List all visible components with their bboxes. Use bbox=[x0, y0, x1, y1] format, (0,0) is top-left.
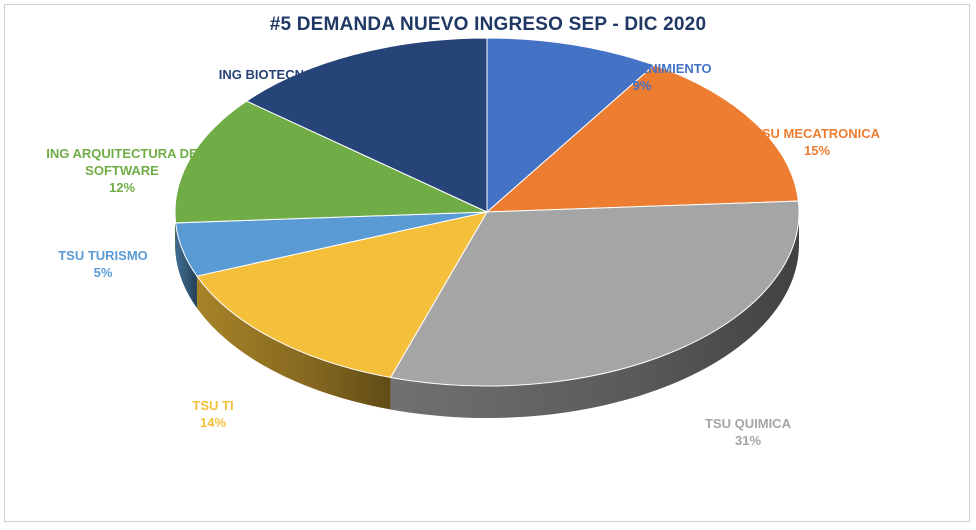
chart-title: #5 DEMANDA NUEVO INGRESO SEP - DIC 2020 bbox=[269, 14, 707, 35]
data-label-tsu-mecatronica: TSU MECATRONICA 15% bbox=[754, 126, 881, 158]
data-label-tsu-quimica: TSU QUIMICA 31% bbox=[705, 416, 792, 448]
pie-slice-tsu-quimica bbox=[389, 200, 800, 387]
pie-slice-tsu-ti bbox=[196, 211, 489, 379]
data-label-tsu-ti: TSU TI 14% bbox=[192, 398, 233, 430]
pie-slice-ing-biotecnologia bbox=[245, 37, 488, 213]
pie-side-shade-tsu-turismo bbox=[175, 222, 197, 309]
pie-labels: TSU MANTENIMIENTO 9% TSU MECATRONICA 15% TSU… bbox=[46, 61, 880, 448]
data-label-tsu-mantenimiento: TSU MANTENIMIENTO 9% bbox=[572, 61, 711, 93]
data-label-tsu-turismo: TSU TURISMO 5% bbox=[58, 248, 148, 280]
pie-slice-tsu-mecatronica bbox=[485, 64, 799, 213]
data-label-ing-biotecnologia: ING BIOTECNOLOGIA 14% bbox=[219, 67, 356, 99]
pie-slice-ing-arquitectura-de-software bbox=[174, 100, 488, 224]
pie-tops bbox=[174, 37, 800, 387]
pie-slice-tsu-mantenimiento bbox=[486, 37, 656, 214]
pie-side-shade-tsu-quimica bbox=[390, 212, 799, 418]
data-label-ing-arquitectura-de-software: ING ARQUITECTURA DE SOFTWARE 12% bbox=[46, 146, 198, 195]
pie-side-shade-tsu-ti bbox=[196, 276, 391, 410]
